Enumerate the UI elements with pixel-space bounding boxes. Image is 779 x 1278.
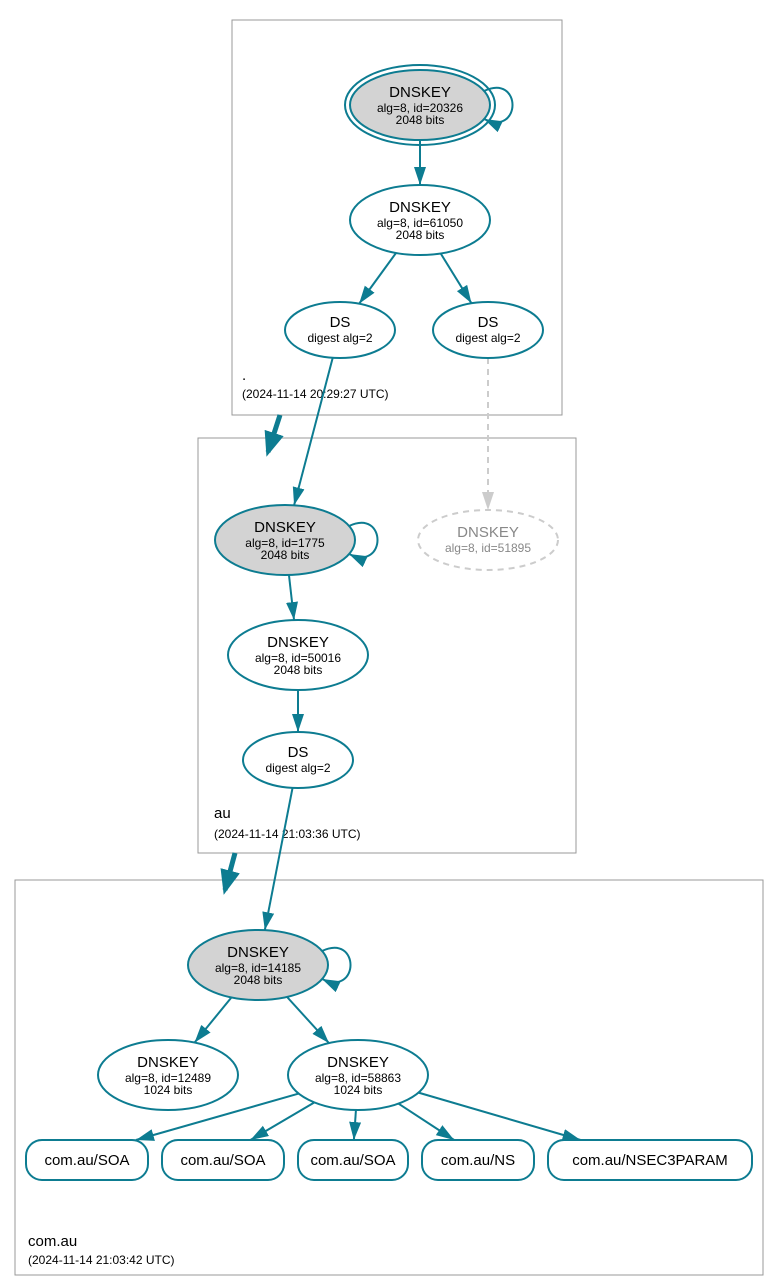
edge (359, 253, 396, 304)
leaf-label: com.au/NS (441, 1152, 515, 1169)
node-leaf-nsec: com.au/NSEC3PARAM (548, 1140, 752, 1180)
zone-timestamp: (2024-11-14 21:03:42 UTC) (28, 1253, 175, 1267)
node-title: DNSKEY (254, 519, 316, 536)
node-root-ds2: DSdigest alg=2 (433, 302, 543, 358)
node-title: DNSKEY (227, 944, 289, 961)
node-title: DS (478, 314, 499, 331)
leaf-label: com.au/SOA (44, 1152, 129, 1169)
node-title: DS (330, 314, 351, 331)
node-title: DNSKEY (389, 84, 451, 101)
edge (354, 1110, 356, 1140)
node-line3: 2048 bits (234, 973, 283, 987)
node-title: DNSKEY (137, 1054, 199, 1071)
zone-timestamp: (2024-11-14 20:29:27 UTC) (242, 387, 389, 401)
node-leaf-soa2: com.au/SOA (162, 1140, 284, 1180)
node-title: DNSKEY (327, 1054, 389, 1071)
node-root-zsk: DNSKEYalg=8, id=610502048 bits (350, 185, 490, 255)
node-au-ksk: DNSKEYalg=8, id=17752048 bits (215, 505, 355, 575)
dnssec-diagram: . (2024-11-14 20:29:27 UTC) au (2024-11-14 … (0, 0, 779, 1278)
node-title: DNSKEY (457, 524, 519, 541)
node-leaf-soa1: com.au/SOA (26, 1140, 148, 1180)
node-line3: 1024 bits (334, 1083, 383, 1097)
node-line2: digest alg=2 (307, 331, 372, 345)
node-au-faded: DNSKEYalg=8, id=51895 (418, 510, 558, 570)
edge (265, 788, 293, 930)
node-line3: 2048 bits (261, 548, 310, 562)
node-comau-ksk: DNSKEYalg=8, id=141852048 bits (188, 930, 328, 1000)
node-root-ksk: DNSKEYalg=8, id=203262048 bits (345, 65, 495, 145)
zone-timestamp: (2024-11-14 21:03:36 UTC) (214, 827, 361, 841)
node-title: DNSKEY (267, 634, 329, 651)
zone-label: au (214, 805, 231, 822)
zone-connector-arrow (225, 853, 235, 890)
node-line2: digest alg=2 (455, 331, 520, 345)
zone-label: . (242, 367, 246, 384)
node-line2: digest alg=2 (265, 761, 330, 775)
leaf-label: com.au/SOA (180, 1152, 265, 1169)
node-root-ds1: DSdigest alg=2 (285, 302, 395, 358)
node-line3: 2048 bits (274, 663, 323, 677)
node-leaf-ns: com.au/NS (422, 1140, 534, 1180)
node-title: DS (288, 744, 309, 761)
edge (441, 253, 472, 303)
node-leaf-soa3: com.au/SOA (298, 1140, 408, 1180)
node-au-ds: DSdigest alg=2 (243, 732, 353, 788)
node-title: DNSKEY (389, 199, 451, 216)
node-comau-zsk1: DNSKEYalg=8, id=124891024 bits (98, 1040, 238, 1110)
node-comau-zsk2: DNSKEYalg=8, id=588631024 bits (288, 1040, 428, 1110)
leaf-label: com.au/SOA (310, 1152, 395, 1169)
edge (250, 1102, 314, 1140)
edge (287, 997, 329, 1043)
zone-connector-arrow (268, 415, 280, 452)
zone-label: com.au (28, 1233, 77, 1250)
node-line3: 2048 bits (396, 228, 445, 242)
node-line2: alg=8, id=51895 (445, 541, 531, 555)
edge (195, 997, 232, 1042)
edge (398, 1104, 454, 1140)
node-au-zsk: DNSKEYalg=8, id=500162048 bits (228, 620, 368, 690)
edge (294, 358, 333, 506)
node-line3: 1024 bits (144, 1083, 193, 1097)
node-line3: 2048 bits (396, 113, 445, 127)
leaf-label: com.au/NSEC3PARAM (572, 1152, 728, 1169)
edge (289, 575, 294, 620)
